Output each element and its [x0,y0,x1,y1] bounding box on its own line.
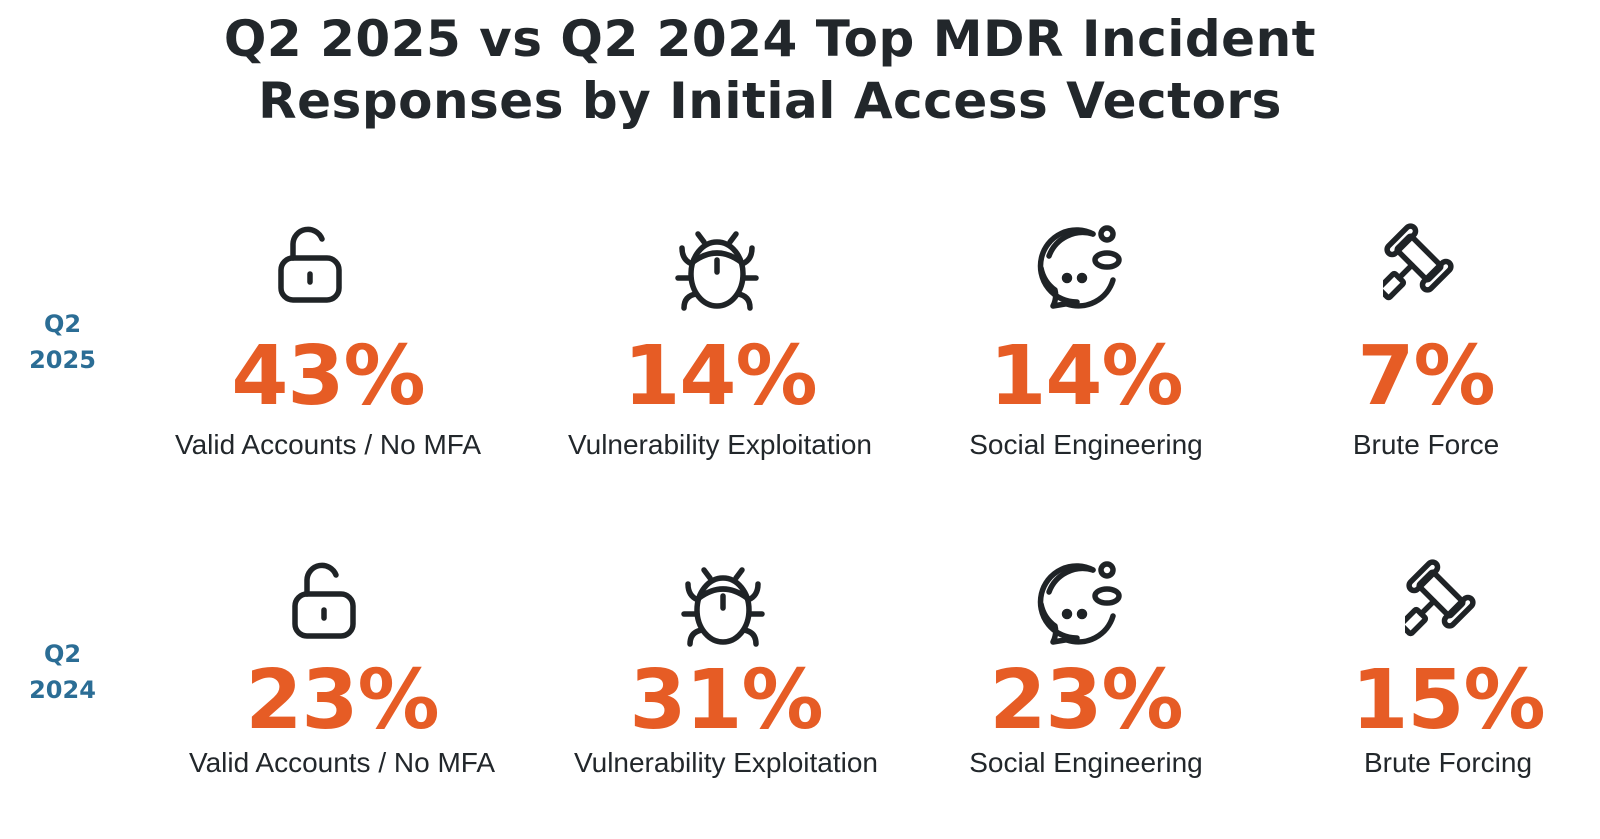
unlocked-padlock-icon [275,222,345,304]
row-label-quarter: Q2 [43,640,82,668]
percent-value: 23% [989,653,1183,748]
row-label-q2-2024: Q2 2024 [20,636,105,708]
gavel-icon [1405,558,1495,648]
vector-label: Social Engineering [969,747,1203,778]
bug-icon [672,222,762,312]
row-label-q2-2025: Q2 2025 [20,306,105,378]
vector-label: Vulnerability Exploitation [573,747,879,778]
vector-label: Brute Force [1352,429,1500,460]
percent-value: 23% [245,653,439,748]
unlocked-padlock-icon [289,558,359,640]
chat-person-icon [1037,222,1129,312]
row-label-quarter: Q2 [43,310,82,338]
vector-label: Vulnerability Exploitation [567,429,873,460]
title-line-2: Responses by Initial Access Vectors [258,72,1282,130]
chart-title: Q2 2025 vs Q2 2024 Top MDR Incident Resp… [0,8,1540,132]
percent-value: 31% [629,653,823,748]
percent-value: 14% [989,329,1183,424]
percent-value: 14% [623,329,817,424]
vector-label: Valid Accounts / No MFA [174,429,482,460]
percent-value: 43% [231,329,425,424]
title-line-1: Q2 2025 vs Q2 2024 Top MDR Incident [223,10,1317,68]
vector-label: Brute Forcing [1363,747,1533,778]
vector-label: Valid Accounts / No MFA [188,747,496,778]
chat-person-icon [1037,558,1129,648]
row-label-year: 2024 [29,676,96,704]
percent-value: 7% [1357,329,1495,424]
gavel-icon [1383,222,1473,312]
bug-icon [678,558,768,648]
percent-value: 15% [1351,653,1545,748]
row-label-year: 2025 [29,346,96,374]
vector-label: Social Engineering [969,429,1203,460]
